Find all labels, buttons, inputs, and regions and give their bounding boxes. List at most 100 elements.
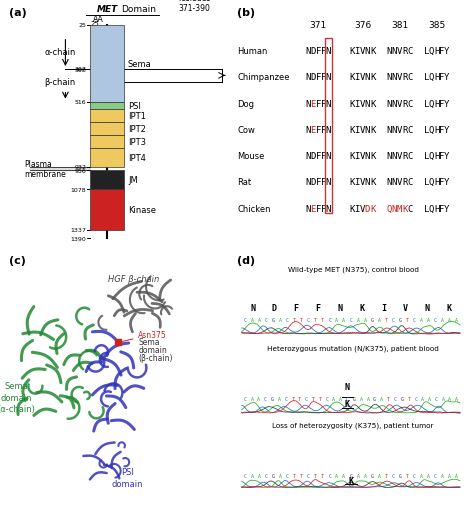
Text: A: A xyxy=(427,317,430,322)
Text: JM: JM xyxy=(128,176,138,185)
Text: A: A xyxy=(251,473,254,478)
Text: A: A xyxy=(342,317,345,322)
Text: A: A xyxy=(455,473,458,478)
Text: G: G xyxy=(272,317,275,322)
Text: L: L xyxy=(424,204,429,213)
Text: IPT2: IPT2 xyxy=(128,125,146,133)
Text: A: A xyxy=(455,396,458,401)
Text: Chimpanzee: Chimpanzee xyxy=(237,73,290,82)
Text: (b): (b) xyxy=(237,8,255,18)
Text: G: G xyxy=(271,396,274,401)
Text: V: V xyxy=(360,126,365,134)
Text: T: T xyxy=(407,396,410,401)
Text: A: A xyxy=(278,396,281,401)
Text: G: G xyxy=(371,317,374,322)
Text: Heterozygous mutation (N/K375), patient blood: Heterozygous mutation (N/K375), patient … xyxy=(267,345,439,351)
Text: V: V xyxy=(397,152,402,161)
Text: K: K xyxy=(370,126,375,134)
Text: N: N xyxy=(345,383,350,391)
Text: Y: Y xyxy=(444,152,450,161)
Bar xyxy=(91,26,124,103)
Text: G: G xyxy=(399,473,401,478)
Text: K: K xyxy=(349,99,355,108)
Text: N: N xyxy=(305,126,311,134)
Text: A: A xyxy=(279,473,282,478)
Text: V: V xyxy=(397,99,402,108)
Text: IPT3: IPT3 xyxy=(128,137,146,146)
Text: PSI: PSI xyxy=(128,102,141,111)
Text: V: V xyxy=(360,178,365,187)
Text: N: N xyxy=(392,99,397,108)
Text: C: C xyxy=(265,473,268,478)
Text: I: I xyxy=(355,126,360,134)
Text: F: F xyxy=(321,152,326,161)
Text: 516: 516 xyxy=(74,100,86,105)
Text: A: A xyxy=(441,317,444,322)
Text: Rat: Rat xyxy=(237,178,251,187)
Text: I: I xyxy=(355,47,360,56)
Text: G: G xyxy=(272,473,275,478)
Text: K: K xyxy=(370,73,375,82)
Text: K: K xyxy=(349,204,355,213)
Text: Q: Q xyxy=(429,152,434,161)
Text: N: N xyxy=(305,47,311,56)
Bar xyxy=(91,135,124,148)
Text: A: A xyxy=(448,473,451,478)
Text: PSI
domain: PSI domain xyxy=(111,467,143,488)
Text: L: L xyxy=(424,126,429,134)
Text: A: A xyxy=(356,317,359,322)
Text: C: C xyxy=(305,396,308,401)
Text: A: A xyxy=(250,396,253,401)
Text: A: A xyxy=(448,317,451,322)
Text: Sema: Sema xyxy=(128,60,152,69)
Text: K: K xyxy=(348,476,353,485)
Text: I: I xyxy=(355,99,360,108)
Text: N: N xyxy=(305,73,311,82)
Text: A: A xyxy=(448,396,451,401)
Text: D: D xyxy=(310,47,316,56)
Text: N: N xyxy=(365,99,370,108)
Text: HGF β-chain: HGF β-chain xyxy=(109,274,160,283)
Text: T: T xyxy=(312,396,315,401)
Text: K: K xyxy=(345,399,350,409)
Text: R: R xyxy=(402,99,407,108)
Text: V: V xyxy=(360,152,365,161)
Text: R: R xyxy=(402,178,407,187)
Text: I: I xyxy=(381,304,386,313)
Text: N: N xyxy=(365,152,370,161)
Text: H: H xyxy=(434,47,439,56)
Text: A: A xyxy=(335,317,338,322)
Text: N: N xyxy=(365,47,370,56)
Text: A: A xyxy=(257,396,260,401)
Text: C: C xyxy=(286,317,289,322)
Text: Wild-type MET (N375), control blood: Wild-type MET (N375), control blood xyxy=(288,266,419,273)
Text: H: H xyxy=(434,73,439,82)
Text: H: H xyxy=(434,99,439,108)
Text: C: C xyxy=(265,317,268,322)
Text: C: C xyxy=(413,317,416,322)
Text: T: T xyxy=(384,473,387,478)
Text: F: F xyxy=(439,152,445,161)
Text: 381: 381 xyxy=(391,21,408,30)
Text: N: N xyxy=(250,304,255,313)
Text: C: C xyxy=(264,396,267,401)
Text: Cow: Cow xyxy=(237,126,255,134)
Text: F: F xyxy=(439,47,445,56)
Text: M: M xyxy=(397,204,402,213)
Text: F: F xyxy=(439,99,445,108)
Text: V: V xyxy=(397,178,402,187)
Text: N: N xyxy=(392,178,397,187)
Text: A: A xyxy=(258,317,261,322)
Text: R: R xyxy=(402,47,407,56)
Text: C: C xyxy=(286,473,289,478)
Text: D: D xyxy=(310,73,316,82)
Text: Plasma
membrane: Plasma membrane xyxy=(25,160,66,179)
Text: 385: 385 xyxy=(428,21,446,30)
Text: K: K xyxy=(370,47,375,56)
Text: A: A xyxy=(335,473,338,478)
Text: T: T xyxy=(300,317,303,322)
Text: C: C xyxy=(307,473,310,478)
Text: AA
residues
371-390: AA residues 371-390 xyxy=(179,0,211,14)
Text: G: G xyxy=(401,396,403,401)
Text: D: D xyxy=(310,152,316,161)
